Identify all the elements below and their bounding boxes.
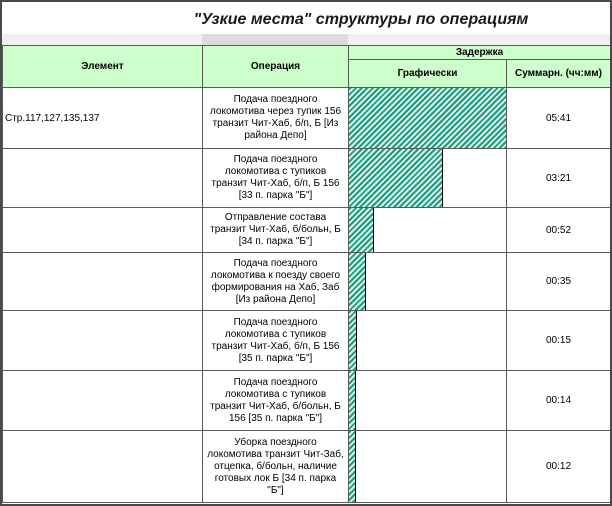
operation-line: отцепка, б/больн, наличие <box>214 460 337 472</box>
operation-line: транзит Чит-Хаб, б/больн, Б <box>210 400 341 412</box>
selected-column-highlight <box>202 34 348 45</box>
header-element: Элемент <box>2 45 203 88</box>
delay-bar <box>349 431 356 502</box>
element-cell <box>2 370 203 431</box>
operation-line: локомотива с тупиков <box>224 388 327 400</box>
graphic-cell <box>348 430 507 503</box>
header-sum: Суммарн. (чч:мм) <box>506 59 610 88</box>
sum-cell: 00:35 <box>506 252 610 311</box>
graphic-cell <box>348 370 507 431</box>
table-row: Подача поездного локомотива с тупиков тран… <box>2 148 610 208</box>
operation-line: локомотива через тупик 156 <box>209 106 342 117</box>
table-row: Отправление состава транзит Чит-Хаб, б/бо… <box>2 207 610 253</box>
element-cell <box>2 310 203 371</box>
operation-line: "Б"] <box>267 484 284 496</box>
sum-cell: 00:52 <box>506 207 610 253</box>
delay-bar <box>349 208 374 252</box>
operation-line: локомотива к поезду своего <box>210 269 341 281</box>
element-cell <box>2 207 203 253</box>
operation-cell: Отправление состава транзит Чит-Хаб, б/бо… <box>202 207 349 253</box>
graphic-cell <box>348 207 507 253</box>
operation-line: [33 п. парка "Б"] <box>238 190 313 201</box>
graphic-cell <box>348 148 507 208</box>
operation-line: локомотива с тупиков <box>224 328 327 340</box>
operation-line: транзит Чит-Хаб, б/п, Б 156 <box>211 340 340 352</box>
report-title: "Узкие места" структуры по операциям <box>193 11 529 28</box>
operation-line: Подача поездного <box>233 154 318 165</box>
table-row: Подача поездного локомотива к поезду свое… <box>2 252 610 311</box>
operation-line: [35 п. парка "Б"] <box>238 352 313 364</box>
operation-line: транзит Чит-Хаб, б/п, Б [Из <box>212 118 339 129</box>
operation-line: Подача поездного <box>233 94 318 105</box>
graphic-cell <box>348 310 507 371</box>
delay-bar <box>349 371 356 430</box>
header-delay: Задержка <box>348 45 610 60</box>
operation-line: [Из района Депо] <box>235 293 316 305</box>
operation-cell: Подача поездного локомотива с тупиков тран… <box>202 370 349 431</box>
operation-line: локомотива транзит Чит-Заб, <box>207 448 344 460</box>
sum-cell: 00:12 <box>506 430 610 503</box>
delay-bar <box>349 311 357 370</box>
operation-cell: Подача поездного локомотива с тупиков тран… <box>202 310 349 371</box>
header-operation: Операция <box>202 45 349 88</box>
table-row: Подача поездного локомотива с тупиков тран… <box>2 310 610 371</box>
table-row: Уборка поездного локомотива транзит Чит-З… <box>2 430 610 503</box>
element-cell: Стр.117,127,135,137 <box>2 87 203 149</box>
operation-cell: Подача поездного локомотива к поезду свое… <box>202 252 349 311</box>
delay-bar <box>349 253 366 310</box>
operation-line: [34 п. парка "Б"] <box>238 236 313 247</box>
operation-line: локомотива с тупиков <box>224 166 327 177</box>
operation-line: формирования на Хаб, Заб <box>211 281 340 293</box>
operation-cell: Уборка поездного локомотива транзит Чит-З… <box>202 430 349 503</box>
graphic-cell <box>348 87 507 149</box>
operation-line: Отправление состава <box>224 212 327 223</box>
operation-line: Уборка поездного <box>234 436 317 448</box>
element-cell <box>2 430 203 503</box>
operation-line: района Депо] <box>244 130 307 141</box>
table-row: Стр.117,127,135,137 Подача поездного локом… <box>2 87 610 149</box>
bottleneck-table: Элемент Операция Задержка Графически Сум… <box>2 45 610 503</box>
sum-cell: 00:14 <box>506 370 610 431</box>
operation-line: Подача поездного <box>233 376 318 388</box>
delay-bar <box>349 149 443 207</box>
table-row: Подача поездного локомотива с тупиков тран… <box>2 370 610 431</box>
element-cell <box>2 252 203 311</box>
delay-bar <box>349 88 506 148</box>
element-cell <box>2 148 203 208</box>
operation-cell: Подача поездного локомотива через тупик 1… <box>202 87 349 149</box>
operation-line: транзит Чит-Хаб, б/п, Б 156 <box>211 178 340 189</box>
operation-line: транзит Чит-Хаб, б/больн, Б <box>210 224 341 235</box>
operation-line: Подача поездного <box>233 316 318 328</box>
sum-cell: 05:41 <box>506 87 610 149</box>
operation-cell: Подача поездного локомотива с тупиков тран… <box>202 148 349 208</box>
graphic-cell <box>348 252 507 311</box>
operation-line: готовых лок Б [34 п. парка <box>214 472 337 484</box>
operation-line: Подача поездного <box>233 257 318 269</box>
sum-cell: 03:21 <box>506 148 610 208</box>
sum-cell: 00:15 <box>506 310 610 371</box>
operation-line: 156 [35 п. парка "Б"] <box>228 412 323 424</box>
header-graphic: Графически <box>348 59 507 88</box>
